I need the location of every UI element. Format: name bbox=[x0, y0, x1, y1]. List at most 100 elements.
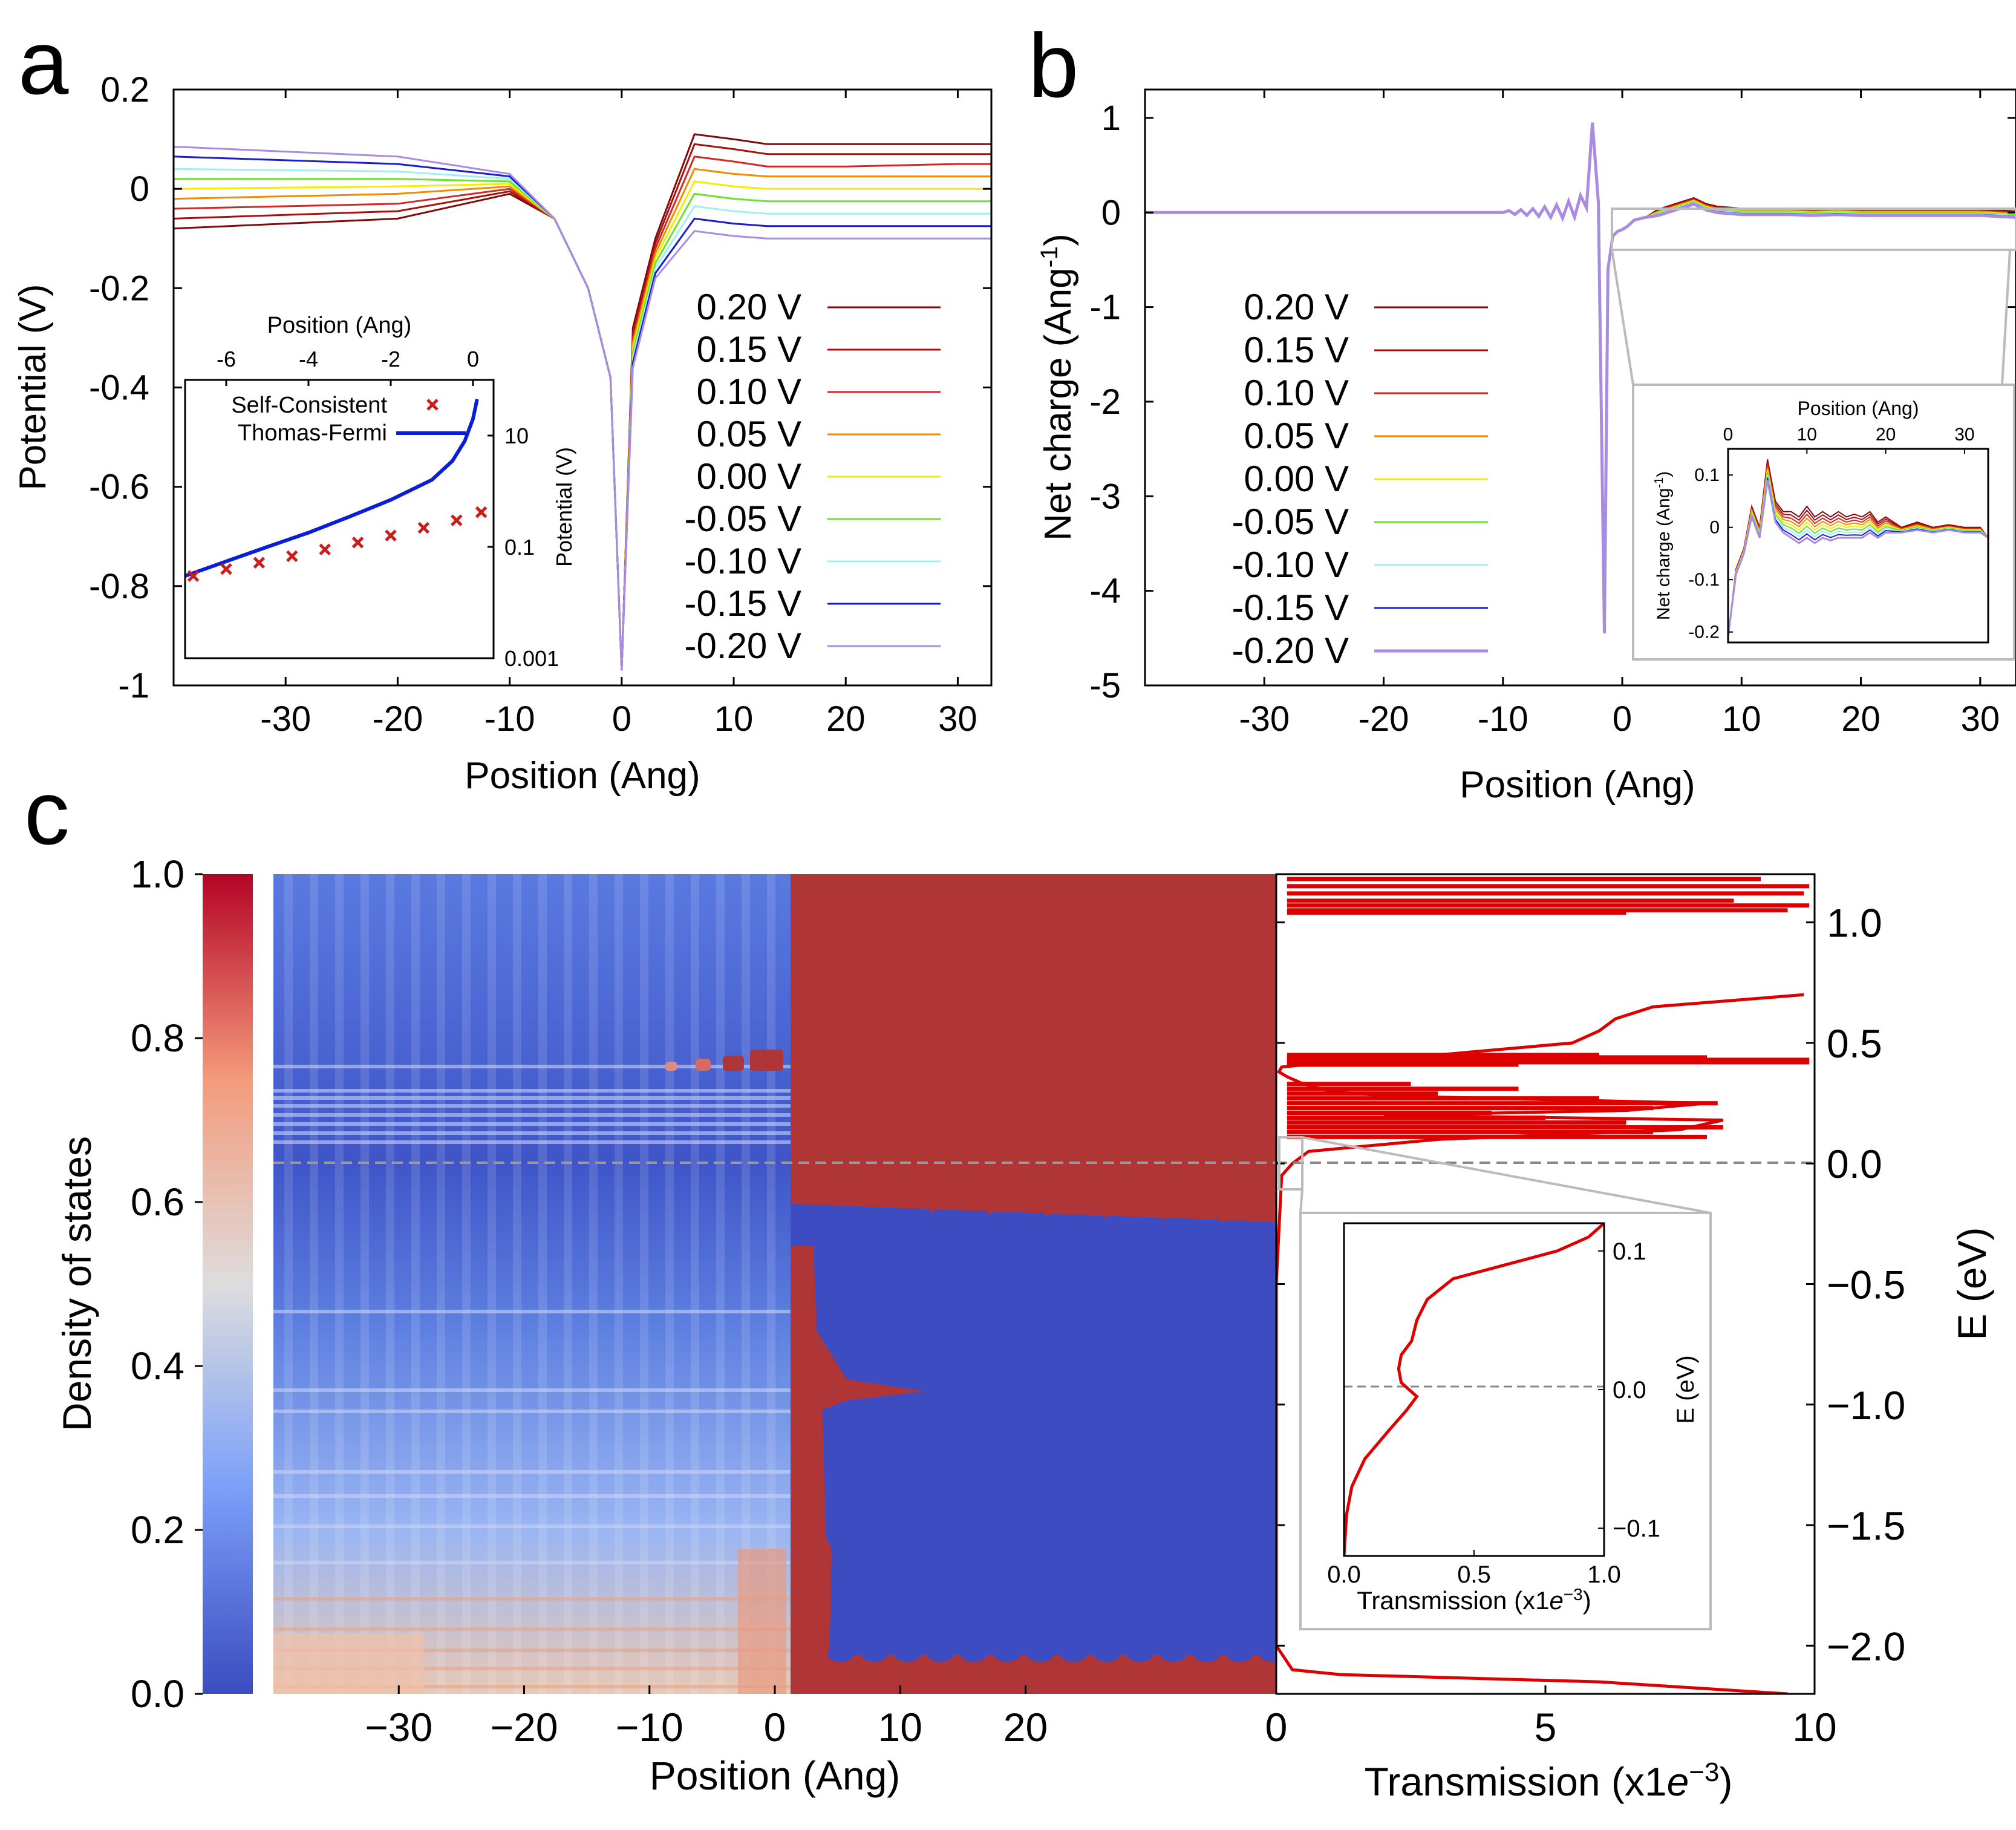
heatmap-stripe bbox=[462, 874, 471, 1694]
self-consistent-marker bbox=[253, 557, 266, 569]
heatmap-stripe bbox=[488, 874, 496, 1694]
heatmap-x-tick-label: 20 bbox=[1003, 1705, 1048, 1750]
zoom-box-c bbox=[1278, 1136, 1303, 1191]
heatmap-blob-1 bbox=[750, 1050, 783, 1071]
heatmap-x-tick-label: −30 bbox=[365, 1705, 432, 1750]
panel-a: a -30 -20 -10 0 10 20 300.20-0.2-0.4-0.6-0.8-1… bbox=[12, 11, 993, 797]
heatmap-scallop bbox=[961, 1647, 987, 1662]
marker-stroke bbox=[417, 521, 430, 534]
legend-label: -0.05 V bbox=[685, 498, 801, 539]
inset-c-xlabel-e: e bbox=[1549, 1586, 1563, 1615]
heatmap-scallop bbox=[1094, 1647, 1120, 1662]
series-line-020V bbox=[174, 133, 991, 671]
legend-label: -0.20 V bbox=[1232, 630, 1349, 671]
x-tick-label: -30 bbox=[1239, 699, 1290, 739]
y-tick-label: 1 bbox=[1101, 99, 1121, 138]
heatmap-stripe bbox=[742, 874, 750, 1694]
panel-b-ylabel-main: Net charge (Ang bbox=[1037, 267, 1079, 540]
zoom-box-b bbox=[1611, 208, 2016, 251]
heatmap-warm-patch bbox=[738, 1549, 786, 1694]
transmission-xlabel-sup: −3 bbox=[1689, 1757, 1719, 1787]
heatmap-band-line bbox=[273, 1685, 791, 1688]
heatmap-band-line bbox=[273, 1388, 791, 1392]
self-consistent-marker bbox=[220, 563, 232, 575]
heatmap-band-line bbox=[273, 1140, 791, 1144]
series-line--015V bbox=[174, 155, 991, 671]
heatmap-scallop bbox=[861, 1647, 887, 1662]
transmission-series bbox=[1276, 877, 1810, 1694]
heatmap-band-line bbox=[273, 1122, 791, 1126]
colorbar-tick-label: 0.0 bbox=[131, 1672, 184, 1716]
inset-b-xlabel: Position (Ang) bbox=[1798, 397, 1919, 419]
heatmap-band-line bbox=[273, 1131, 791, 1135]
y-tick-label: -2 bbox=[1089, 382, 1121, 422]
heatmap-scallop bbox=[927, 1647, 954, 1662]
marker-stroke bbox=[220, 563, 232, 575]
zoom-connector-b-left bbox=[1611, 249, 1634, 385]
marker-stroke bbox=[253, 557, 266, 569]
x-tick-label: 20 bbox=[1841, 699, 1881, 739]
panel-a-letter: a bbox=[18, 11, 69, 113]
x-tick-label: 10 bbox=[714, 699, 754, 739]
heatmap-left-region bbox=[273, 874, 791, 1694]
series-line--005V bbox=[174, 178, 991, 671]
heatmap-stripe bbox=[386, 874, 394, 1694]
transmission-y-tick-label: −1.5 bbox=[1827, 1503, 1905, 1548]
heatmap-blob-3 bbox=[696, 1059, 711, 1071]
heatmap-band-line bbox=[273, 1410, 791, 1413]
heatmap-stripe bbox=[284, 874, 293, 1694]
heatmap-left-bands bbox=[273, 1065, 791, 1694]
panel-b-letter: b bbox=[1028, 15, 1078, 116]
panel-a-xlabel: Position (Ang) bbox=[465, 755, 700, 797]
inset-y-tick-label: 0.1 bbox=[1694, 465, 1720, 485]
heatmap-scallop bbox=[894, 1647, 921, 1662]
heatmap-bottom-scallop bbox=[827, 1647, 1276, 1662]
colorbar-tick-label: 1.0 bbox=[131, 852, 184, 896]
heatmap-band-line bbox=[273, 1627, 791, 1631]
inset-x-tick-label: 0 bbox=[467, 347, 479, 371]
self-consistent-marker bbox=[319, 543, 331, 555]
y-tick-label: 0 bbox=[130, 169, 149, 209]
heatmap-band-line bbox=[273, 1096, 791, 1100]
thomas-fermi-line bbox=[185, 399, 479, 578]
heatmap-interface-states bbox=[791, 1246, 925, 1694]
inset-x-tick-label: 20 bbox=[1876, 425, 1896, 445]
marker-stroke bbox=[351, 536, 364, 549]
inset-y-tick-label: 10 bbox=[504, 423, 529, 448]
heatmap-stripe bbox=[335, 874, 344, 1694]
zoom-connector-b-right bbox=[2001, 249, 2011, 385]
inset-c-xlabel: Transmission (x1e−3) bbox=[1357, 1585, 1591, 1615]
heatmap-xlabel: Position (Ang) bbox=[650, 1753, 901, 1798]
legend-label: 0.20 V bbox=[697, 287, 801, 327]
transmission-xlabel-close: ) bbox=[1719, 1759, 1732, 1804]
legend-label: 0.20 V bbox=[1244, 287, 1349, 327]
inset-x-tick-label: 0 bbox=[1723, 425, 1734, 445]
colorbar-label: Density of states bbox=[54, 1136, 99, 1431]
panel-b-frame bbox=[1144, 88, 2016, 687]
zoom-connector-c-top bbox=[1302, 1136, 1711, 1214]
inset-transmission-line bbox=[1344, 1223, 1604, 1556]
colorbar-tick-label: 0.8 bbox=[131, 1016, 184, 1060]
self-consistent-marker bbox=[417, 521, 430, 534]
panel-a-ylabel: Potential (V) bbox=[12, 284, 54, 490]
series-line-005V bbox=[174, 168, 991, 671]
transmission-line bbox=[1276, 993, 1804, 1694]
heatmap-band-line bbox=[273, 1524, 791, 1528]
x-tick-label: 30 bbox=[1961, 699, 2000, 739]
panel-b-xlabel: Position (Ang) bbox=[1460, 764, 1695, 806]
inset-x-tick-label: 1.0 bbox=[1587, 1561, 1621, 1588]
legend-label-thomas-fermi: Thomas-Fermi bbox=[238, 420, 387, 446]
legend-label-self-consistent: Self-Consistent bbox=[231, 393, 387, 418]
heatmap-band-line bbox=[273, 1561, 791, 1564]
series-line bbox=[1145, 122, 2016, 634]
series-line-000V bbox=[174, 180, 991, 671]
heatmap-band-line bbox=[273, 1113, 791, 1117]
panel-c-letter: c bbox=[24, 762, 70, 863]
series-line--020V bbox=[174, 145, 991, 671]
marker-stroke bbox=[187, 570, 200, 582]
heatmap-stripe bbox=[589, 874, 598, 1694]
marker-stroke bbox=[385, 529, 397, 541]
inset-b-ticks: 0 10 20 300.10-0.1-0.2 bbox=[1688, 425, 1974, 642]
